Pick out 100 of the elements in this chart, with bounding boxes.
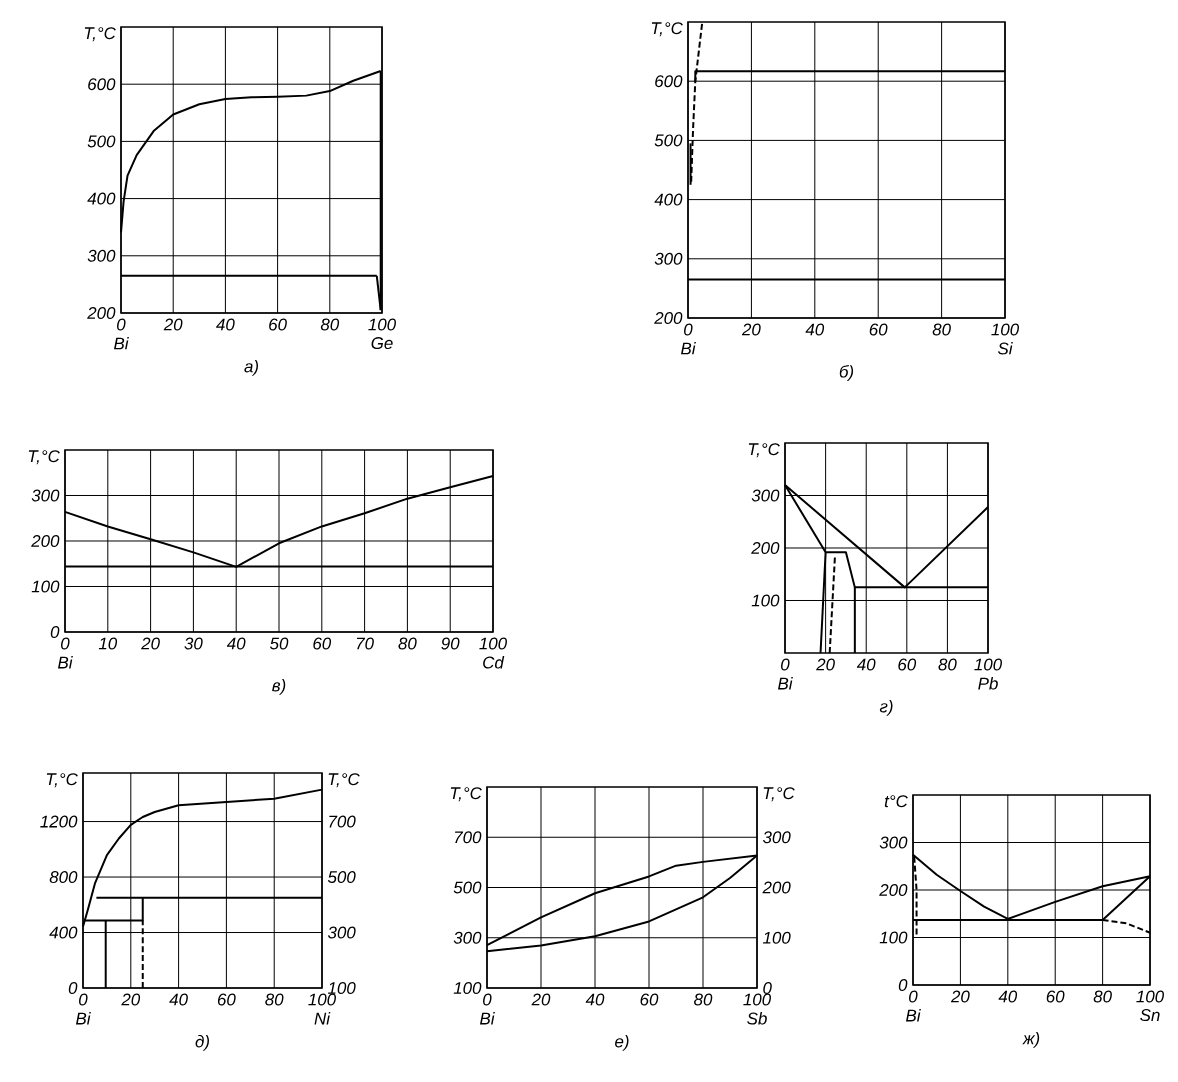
x-tick-label: 80	[1093, 990, 1112, 1003]
x-tick-label: 20	[741, 323, 761, 336]
text: в)	[272, 679, 286, 695]
y2-tick-label: 500	[327, 871, 356, 884]
x-tick-label: 0	[79, 993, 88, 1006]
x-tick-label: 60	[898, 658, 917, 671]
y-axis-title: t°C	[884, 795, 908, 808]
x-tick-label: 60	[869, 323, 888, 336]
x-tick-label: 80	[398, 637, 417, 650]
text: Pb	[978, 677, 998, 690]
y-tick-label: 100	[31, 580, 60, 593]
y-tick-label: 500	[453, 881, 482, 894]
y-tick-label: 200	[879, 884, 908, 896]
y2-axis-title: T,°C	[328, 773, 360, 788]
text: Bi	[906, 1009, 921, 1022]
text: а)	[244, 360, 259, 376]
text: б)	[839, 365, 854, 381]
text: Ge	[371, 337, 393, 350]
x-tick-label: 50	[269, 637, 289, 650]
x-tick-label: 100	[308, 993, 336, 1006]
x-tick-label: 80	[938, 658, 957, 671]
x-tick-label: 100	[743, 993, 771, 1006]
x-tick-label: 10	[98, 637, 118, 650]
y2-tick-label: 100	[327, 982, 356, 994]
text: Bi	[778, 677, 793, 690]
y2-tick-label: 700	[329, 815, 356, 828]
y-axis-title: T,°C	[748, 443, 780, 458]
y-tick-label: 200	[751, 542, 780, 554]
y-axis-title: T,°C	[84, 27, 116, 42]
text: е)	[615, 1035, 629, 1051]
y-tick-label: 300	[751, 489, 780, 502]
text: ж)	[1022, 1032, 1040, 1048]
y2-tick-label: 100	[762, 931, 791, 944]
y-tick-label: 700	[454, 831, 482, 844]
text: Sb	[747, 1012, 767, 1025]
x-tick-label: 80	[265, 993, 284, 1006]
y-axis-title: T,°C	[28, 450, 60, 465]
text: Ni	[314, 1012, 331, 1025]
text: Cd	[483, 656, 505, 669]
x-tick-label: 80	[320, 318, 340, 331]
y-tick-label: 200	[654, 311, 683, 324]
y-tick-label: 600	[88, 78, 116, 91]
x-tick-label: 40	[169, 993, 188, 1006]
y2-tick-label: 300	[327, 926, 356, 939]
x-tick-label: 20	[121, 993, 141, 1006]
x-tick-label: 40	[226, 637, 246, 650]
y-axis-title: T,°C	[46, 773, 78, 788]
x-tick-label: 40	[216, 318, 235, 331]
text: Sn	[1140, 1009, 1160, 1022]
x-tick-label: 40	[856, 658, 876, 671]
x-tick-label: 20	[950, 990, 970, 1003]
y-tick-label: 600	[655, 75, 683, 88]
y-tick-label: 400	[87, 192, 116, 205]
y-tick-label: 200	[87, 306, 116, 319]
y-tick-label: 400	[654, 193, 683, 206]
text: г)	[879, 700, 893, 716]
x-tick-label: 60	[269, 318, 287, 331]
x-tick-label: 100	[1136, 990, 1164, 1003]
y-tick-label: 100	[879, 931, 908, 944]
y2-tick-label: 200	[762, 881, 791, 894]
x-tick-label: 100	[479, 637, 507, 650]
y2-tick-label: 300	[762, 831, 791, 844]
x-tick-label: 90	[441, 637, 460, 650]
y-tick-label: 100	[453, 982, 482, 994]
x-tick-label: 30	[184, 637, 203, 650]
x-tick-label: 60	[1046, 990, 1065, 1003]
y-tick-label: 300	[87, 249, 116, 262]
x-tick-label: 0	[909, 990, 918, 1003]
x-tick-label: 40	[998, 990, 1018, 1003]
text: д)	[195, 1035, 209, 1051]
x-tick-label: 0	[781, 658, 790, 671]
x-tick-label: 40	[805, 323, 825, 336]
x-tick-label: 20	[531, 993, 551, 1006]
x-tick-label: 100	[974, 658, 1002, 671]
y-tick-label: 1200	[40, 815, 78, 828]
x-tick-label: 100	[991, 323, 1019, 336]
x-tick-label: 60	[640, 993, 659, 1006]
y-tick-label: 300	[453, 931, 482, 944]
y-axis-title: T,°C	[450, 787, 482, 802]
x-tick-label: 70	[356, 637, 374, 650]
text: Bi	[479, 1012, 495, 1025]
y-tick-label: 100	[751, 594, 780, 607]
x-tick-label: 0	[684, 323, 693, 336]
y-tick-label: 500	[87, 135, 116, 148]
text: Bi	[680, 342, 696, 355]
x-tick-label: 40	[585, 993, 605, 1006]
text: Bi	[75, 1012, 91, 1025]
y-tick-label: 300	[31, 489, 60, 502]
x-tick-label: 60	[313, 637, 332, 650]
y-tick-label: 300	[879, 836, 908, 849]
y-tick-label: 400	[49, 926, 78, 939]
y-tick-label: 800	[49, 871, 78, 884]
x-tick-label: 80	[932, 323, 951, 336]
x-tick-label: 60	[217, 993, 236, 1006]
y-tick-label: 300	[654, 252, 683, 265]
y-tick-label: 200	[31, 535, 60, 547]
y2-axis-title: T,°C	[763, 787, 795, 802]
text: Bi	[57, 656, 73, 669]
y-tick-label: 0	[68, 982, 78, 994]
x-tick-label: 20	[816, 658, 835, 671]
